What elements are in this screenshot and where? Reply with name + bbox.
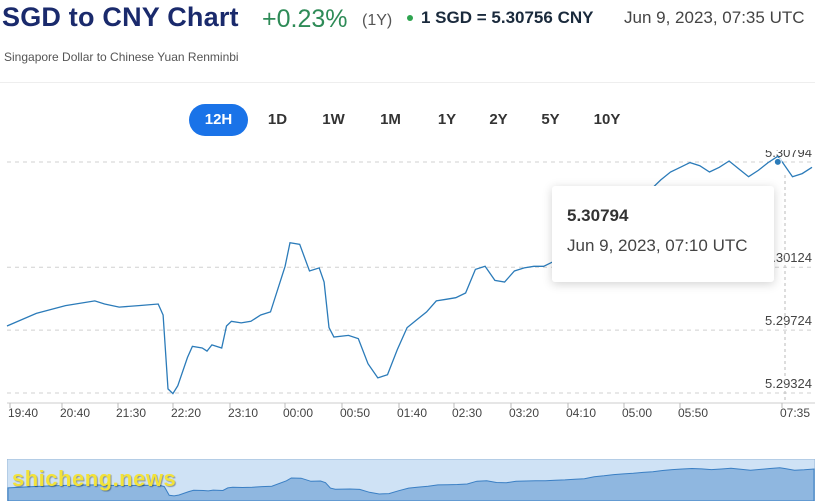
x-tick-label: 20:40 (60, 406, 90, 420)
page-subtitle: Singapore Dollar to Chinese Yuan Renminb… (4, 50, 239, 64)
rate-timestamp: Jun 9, 2023, 07:35 UTC (624, 8, 805, 27)
x-axis-labels: 19:40 20:40 21:30 22:20 23:10 00:00 00:50 01:40… (8, 403, 810, 420)
x-tick-label: 00:50 (340, 406, 370, 420)
watermark-text: shicheng.news (12, 466, 177, 491)
tooltip-time: Jun 9, 2023, 07:10 UTC (567, 236, 748, 255)
tab-5y[interactable]: 5Y (541, 111, 560, 128)
y-axis-labels: 5.30794 5.30124 5.29724 5.29324 (765, 150, 812, 391)
header-divider (0, 82, 815, 83)
x-tick-label: 04:10 (566, 406, 596, 420)
y-tick-label: 5.30124 (765, 250, 812, 265)
x-tick-label: 21:30 (116, 406, 146, 420)
page-header: SGD to CNY Chart +0.23% (1Y) 1 SGD = 5.3… (0, 0, 815, 40)
live-dot-icon (407, 15, 413, 21)
x-tick-label: 05:50 (678, 406, 708, 420)
x-tick-label: 22:20 (171, 406, 201, 420)
navigator-area (7, 467, 815, 501)
price-chart[interactable]: 5.30794 5.30124 5.29724 5.29324 19:40 20:40 2… (0, 150, 815, 425)
tab-1y[interactable]: 1Y (437, 111, 457, 128)
x-tick-label: 07:35 (780, 406, 810, 420)
x-tick-label: 01:40 (397, 406, 427, 420)
tab-10y[interactable]: 10Y (593, 111, 621, 128)
series-line-sgd-cny (6, 155, 813, 395)
change-period: (1Y) (362, 12, 393, 29)
chart-tooltip: 5.30794 Jun 9, 2023, 07:10 UTC (552, 186, 774, 282)
y-tick-label: 5.30794 (765, 150, 812, 160)
tab-2y[interactable]: 2Y (489, 111, 508, 128)
x-tick-label: 03:20 (509, 406, 539, 420)
tab-1m[interactable]: 1M (380, 111, 401, 128)
x-tick-label: 23:10 (228, 406, 258, 420)
y-tick-label: 5.29724 (765, 313, 812, 328)
x-tick-label: 00:00 (283, 406, 313, 420)
range-navigator[interactable] (7, 459, 815, 501)
x-tick-label: 05:00 (622, 406, 652, 420)
tooltip-value: 5.30794 (567, 206, 629, 225)
tab-1w[interactable]: 1W (322, 111, 345, 128)
current-rate: 1 SGD = 5.30756 CNY (421, 8, 594, 27)
tab-1d[interactable]: 1D (267, 111, 288, 128)
timeframe-tabs: 12H 1D 1W 1M 1Y 2Y 5Y 10Y (189, 104, 637, 136)
y-tick-label: 5.29324 (765, 376, 812, 391)
tab-12h[interactable]: 12H (189, 104, 248, 136)
x-tick-label: 02:30 (452, 406, 482, 420)
page-title: SGD to CNY Chart (2, 2, 239, 32)
change-percent: +0.23% (262, 5, 348, 33)
hover-point (773, 157, 782, 166)
x-tick-label: 19:40 (8, 406, 38, 420)
